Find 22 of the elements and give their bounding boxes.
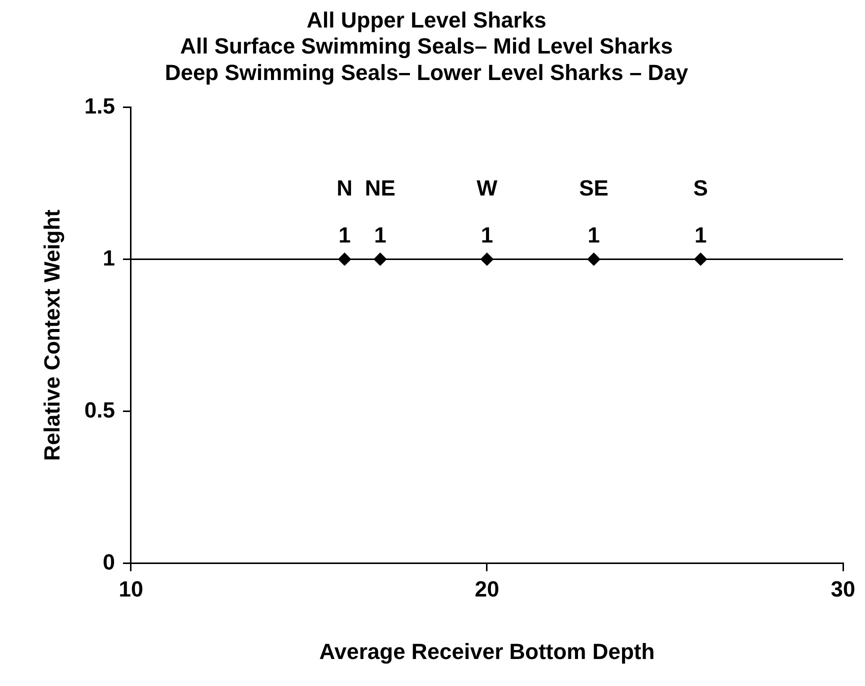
y-tick-label: 1.5	[84, 93, 115, 118]
annotation: W	[476, 175, 498, 200]
y-axis-title: Relative Context Weight	[39, 208, 64, 461]
data-label: 1	[480, 222, 494, 248]
y-tick-label: 0.5	[84, 397, 115, 422]
text: All Surface Swimming Seals– Mid Level Sharks	[180, 34, 673, 59]
data-label: 1	[588, 222, 600, 248]
annotation: S	[693, 175, 708, 200]
text: All Upper Level Sharks	[306, 7, 546, 32]
text: Deep Swimming Seals– Lower Level Sharks – Day	[164, 60, 688, 86]
x-tick-label: 30	[830, 576, 856, 602]
y-tick-label: 1	[102, 245, 115, 270]
data-label: 1	[694, 222, 707, 248]
x-axis-title: Average Receiver Bottom Depth	[319, 638, 655, 664]
x-tick-label: 20	[474, 576, 500, 602]
data-label: 1	[338, 222, 351, 248]
data-label: 1	[374, 222, 386, 248]
annotation: NE	[364, 175, 396, 200]
x-tick-label: 10	[118, 576, 144, 602]
annotation: SE	[579, 175, 608, 200]
annotation: N	[336, 175, 353, 200]
y-tick-label: 0	[102, 549, 115, 574]
